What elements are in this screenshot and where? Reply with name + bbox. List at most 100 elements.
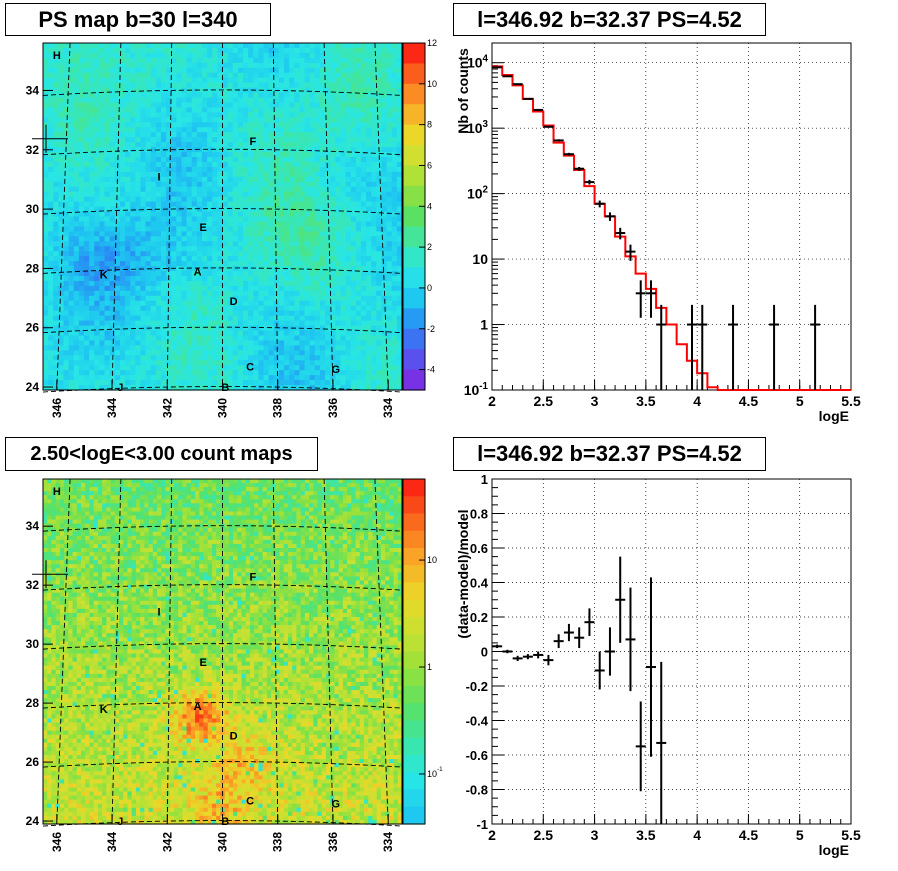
colorbar-tick-label: 6 bbox=[427, 160, 432, 170]
x-tick-label: 340 bbox=[216, 832, 230, 852]
longitude-line bbox=[111, 478, 122, 825]
colorbar-tick-label: 0 bbox=[427, 283, 432, 293]
colorbar-cell bbox=[403, 634, 425, 653]
y-tick-label: 0 bbox=[481, 645, 488, 660]
grid bbox=[491, 478, 852, 825]
x-tick-label: 346 bbox=[50, 398, 64, 418]
colorbar-cell bbox=[403, 755, 425, 773]
latitude-line bbox=[42, 702, 403, 709]
latitude-line bbox=[42, 148, 403, 156]
x-tick-label: 334 bbox=[381, 398, 395, 418]
x-tick-label: 338 bbox=[271, 398, 285, 418]
y-tick-label: 24 bbox=[26, 380, 40, 394]
longitude-line bbox=[323, 478, 334, 825]
longitude-line bbox=[166, 42, 173, 391]
latitude-line bbox=[42, 584, 403, 591]
plot-frame bbox=[491, 42, 852, 391]
y-tick-label: 24 bbox=[26, 814, 40, 828]
y-tick-label: 102 bbox=[467, 185, 489, 202]
colorbar-cell bbox=[403, 226, 425, 248]
colorbar-cell bbox=[403, 267, 425, 289]
longitude-line bbox=[374, 42, 389, 391]
y-tick-label: -0.4 bbox=[466, 714, 489, 729]
source-label-K: K bbox=[100, 269, 108, 281]
y-tick-label: 10 bbox=[472, 251, 488, 267]
y-axis-label: (data-model)/model bbox=[455, 509, 471, 638]
x-tick-label: 346 bbox=[50, 832, 64, 852]
x-tick-label: 334 bbox=[381, 832, 395, 852]
colorbar-cell bbox=[403, 308, 425, 330]
colorbar-cell bbox=[403, 686, 425, 704]
y-tick-label: 10-1 bbox=[464, 381, 489, 398]
colorbar-cell bbox=[403, 668, 425, 687]
colorbar-cell bbox=[403, 287, 425, 309]
y-tick-label: 1 bbox=[480, 317, 488, 333]
colorbar-tick-label: 1 bbox=[427, 662, 432, 672]
count-map-title: 2.50<logE<3.00 count maps bbox=[5, 437, 318, 471]
x-tick-label: 2.5 bbox=[534, 827, 554, 843]
x-tick-label: 4.5 bbox=[739, 827, 759, 843]
x-tick-label: 336 bbox=[326, 398, 340, 418]
source-label-F: F bbox=[250, 571, 257, 583]
x-tick-label: 344 bbox=[105, 398, 119, 418]
colorbar-cell bbox=[403, 83, 425, 105]
colorbar-cell bbox=[403, 806, 425, 825]
source-label-J: J bbox=[117, 816, 123, 828]
source-label-A: A bbox=[194, 701, 202, 713]
y-tick-label: 28 bbox=[26, 696, 40, 710]
source-label-D: D bbox=[230, 731, 238, 743]
ps-map-title: PS map b=30 l=340 bbox=[5, 3, 271, 36]
longitude-line bbox=[56, 478, 71, 825]
colorbar-cell bbox=[403, 599, 425, 618]
x-tick-label: 342 bbox=[160, 398, 174, 418]
y-tick-label: 34 bbox=[26, 519, 40, 533]
y-tick-label: 103 bbox=[467, 119, 489, 136]
x-tick-label: 3.5 bbox=[636, 827, 656, 843]
source-label-A: A bbox=[194, 266, 202, 278]
longitude-line bbox=[166, 478, 173, 825]
colorbar-cell bbox=[403, 548, 425, 566]
colorbar-cell bbox=[403, 165, 425, 187]
source-label-B: B bbox=[221, 382, 229, 394]
colorbar-tick-label: 2 bbox=[427, 242, 432, 252]
source-label-J: J bbox=[117, 382, 123, 394]
y-tick-label: 30 bbox=[26, 202, 40, 216]
x-tick-label: 5 bbox=[796, 827, 804, 843]
colorbar-tick-label: -4 bbox=[427, 365, 435, 375]
colorbar-cell bbox=[403, 617, 425, 635]
colorbar-tick-label: 10 bbox=[427, 79, 437, 89]
y-tick-label: 26 bbox=[26, 755, 40, 769]
y-tick-label: 0.4 bbox=[470, 576, 489, 591]
source-label-E: E bbox=[199, 222, 206, 234]
x-axis-label: logE bbox=[819, 408, 849, 424]
source-label-F: F bbox=[250, 136, 257, 148]
colorbar-cell bbox=[403, 104, 425, 126]
colorbar-frame bbox=[402, 42, 426, 391]
longitude-line bbox=[374, 478, 389, 825]
colorbar-cell bbox=[403, 63, 425, 85]
colorbar-cell bbox=[403, 789, 425, 808]
latitude-line bbox=[42, 761, 403, 768]
colorbar-cell bbox=[403, 582, 425, 601]
source-label-H: H bbox=[53, 50, 61, 62]
colorbar-cell bbox=[403, 185, 425, 207]
latitude-line bbox=[42, 267, 403, 274]
model-histogram bbox=[492, 65, 851, 391]
colorbar-cell bbox=[403, 703, 425, 722]
y-tick-label: 28 bbox=[26, 261, 40, 275]
x-tick-label: 4 bbox=[693, 827, 701, 843]
x-tick-label: 342 bbox=[160, 832, 174, 852]
source-label-E: E bbox=[199, 657, 206, 669]
colorbar-cell bbox=[403, 772, 425, 791]
y-tick-label: 32 bbox=[26, 578, 40, 592]
x-tick-label: 5.5 bbox=[841, 827, 861, 843]
x-tick-label: 5.5 bbox=[841, 393, 861, 409]
colorbar-cell bbox=[403, 565, 425, 584]
residuals-title: l=346.92 b=32.37 PS=4.52 bbox=[453, 437, 766, 471]
colorbar-tick-label: 10 bbox=[427, 555, 437, 565]
source-label-I: I bbox=[157, 607, 160, 619]
colorbar-cell bbox=[403, 737, 425, 756]
y-tick-label: -1 bbox=[476, 817, 488, 832]
